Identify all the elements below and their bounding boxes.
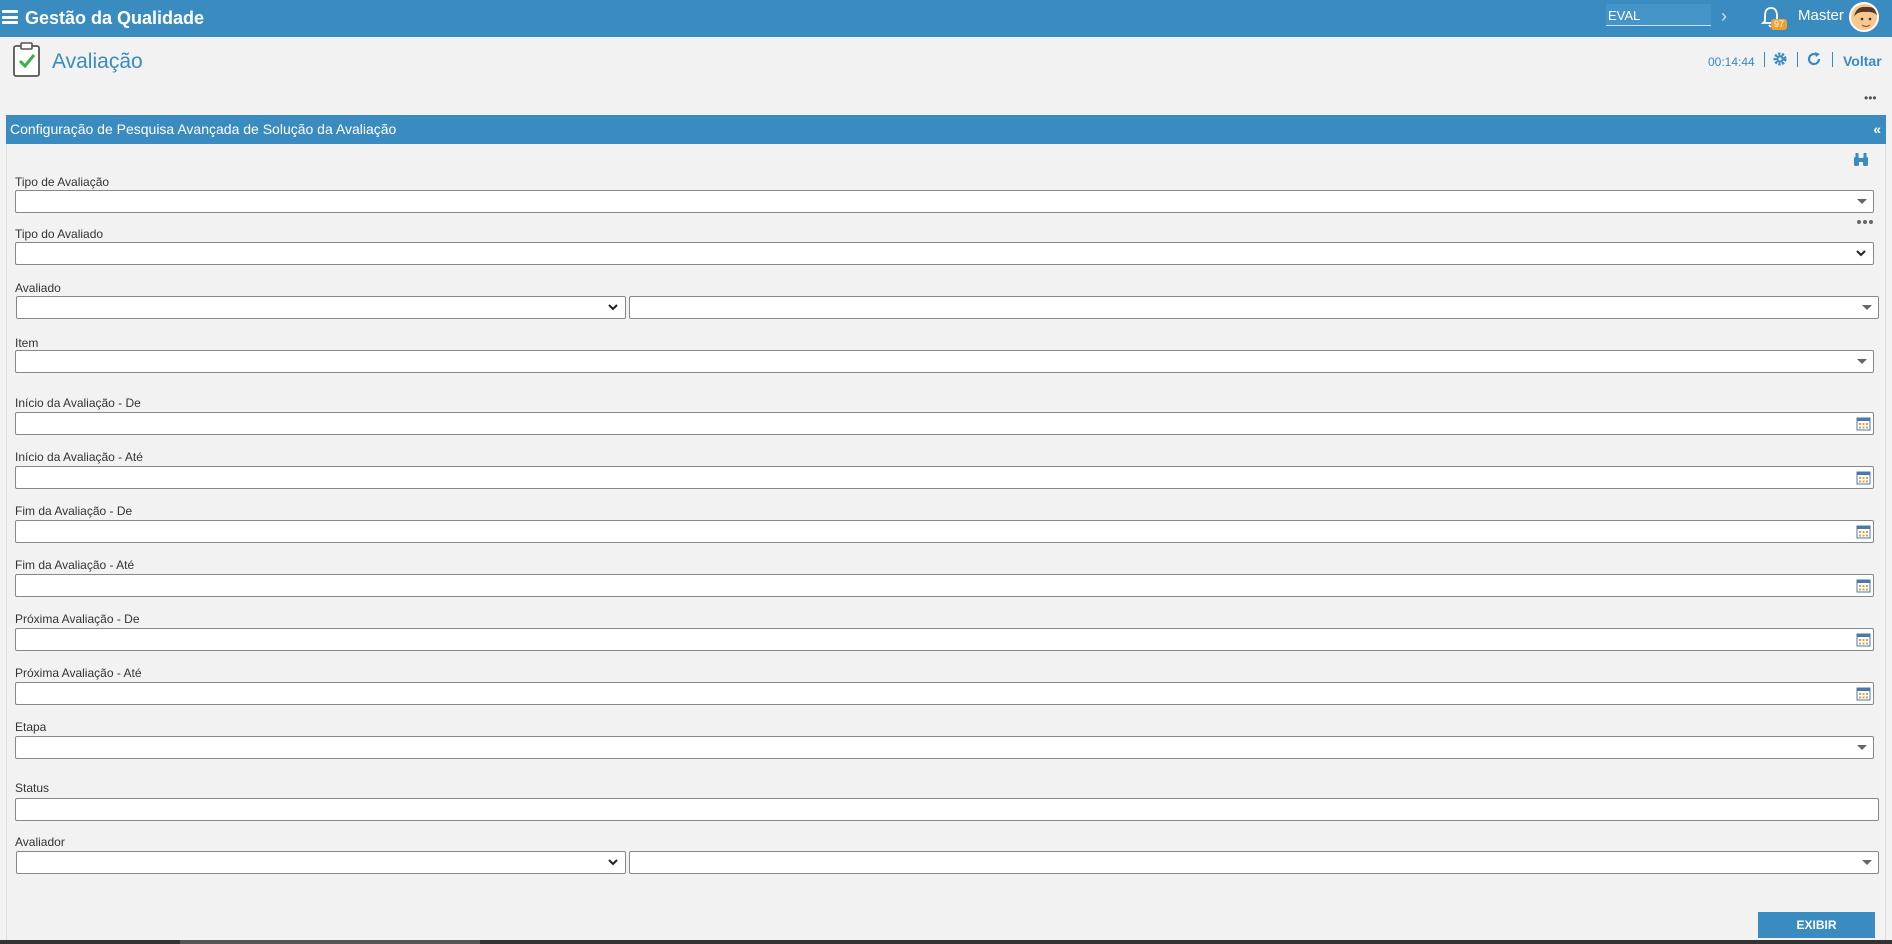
session-timer: 00:14:44: [1708, 55, 1755, 69]
gear-icon[interactable]: [1772, 51, 1788, 67]
label-fim-de: Fim da Avaliação - De: [15, 504, 133, 518]
label-proxima-ate: Próxima Avaliação - Até: [15, 666, 142, 680]
divider: [1797, 52, 1798, 67]
chevron-down-icon: [608, 859, 618, 866]
tipo-avaliacao-select[interactable]: [15, 190, 1874, 213]
calendar-icon[interactable]: [1856, 632, 1871, 647]
label-proxima-de: Próxima Avaliação - De: [15, 612, 140, 626]
top-bar: Gestão da Qualidade EVAL › 97 Master: [0, 0, 1892, 37]
fim-ate-input[interactable]: [15, 574, 1874, 597]
avatar[interactable]: [1849, 2, 1879, 32]
label-item: Item: [15, 336, 39, 350]
calendar-icon[interactable]: [1856, 524, 1871, 539]
clipboard-check-icon: [13, 42, 40, 77]
etapa-select[interactable]: [15, 736, 1874, 759]
inicio-ate-input[interactable]: [15, 466, 1874, 489]
bottom-scrollbar[interactable]: [0, 940, 1892, 944]
panel-title: Configuração de Pesquisa Avançada de Sol…: [10, 121, 397, 137]
exibir-button[interactable]: EXIBIR: [1758, 912, 1875, 938]
hamburger-icon[interactable]: [2, 10, 18, 24]
more-options-icon[interactable]: •••: [1864, 91, 1877, 105]
proxima-de-input[interactable]: [15, 628, 1874, 651]
more-options-icon[interactable]: [1856, 219, 1874, 225]
back-link[interactable]: Voltar: [1843, 53, 1882, 69]
refresh-icon[interactable]: [1806, 51, 1822, 67]
dropdown-arrow-icon: [1857, 359, 1867, 364]
user-name[interactable]: Master: [1798, 7, 1844, 24]
status-input[interactable]: [15, 798, 1879, 821]
tipo-avaliado-select[interactable]: [15, 242, 1874, 265]
label-fim-ate: Fim da Avaliação - Até: [15, 558, 135, 572]
label-tipo-avaliacao: Tipo de Avaliação: [15, 175, 110, 189]
avaliador-select[interactable]: [629, 851, 1879, 874]
panel-header: Configuração de Pesquisa Avançada de Sol…: [6, 115, 1886, 144]
fim-de-input[interactable]: [15, 520, 1874, 543]
avaliado-select[interactable]: [629, 296, 1879, 319]
dropdown-arrow-icon: [1862, 305, 1872, 310]
app-title: Gestão da Qualidade: [25, 8, 205, 28]
dropdown-arrow-icon: [1857, 199, 1867, 204]
chevron-down-icon: [1856, 250, 1866, 257]
calendar-icon[interactable]: [1856, 470, 1871, 485]
inicio-de-input[interactable]: [15, 412, 1874, 435]
chevron-down-icon: [608, 304, 618, 311]
label-inicio-de: Início da Avaliação - De: [15, 396, 141, 410]
calendar-icon[interactable]: [1856, 578, 1871, 593]
avaliador-type-select[interactable]: [16, 851, 626, 874]
chevron-right-icon[interactable]: ›: [1721, 6, 1727, 26]
label-status: Status: [15, 781, 50, 795]
calendar-icon[interactable]: [1856, 686, 1871, 701]
dropdown-arrow-icon: [1857, 745, 1867, 750]
dropdown-arrow-icon: [1862, 860, 1872, 865]
label-etapa: Etapa: [15, 720, 47, 734]
label-tipo-avaliado: Tipo do Avaliado: [15, 227, 104, 241]
collapse-icon[interactable]: «: [1873, 121, 1881, 137]
calendar-icon[interactable]: [1856, 416, 1871, 431]
label-avaliado: Avaliado: [15, 281, 61, 295]
binoculars-icon[interactable]: [1853, 152, 1869, 168]
scrollbar-thumb[interactable]: [180, 940, 480, 944]
divider: [1832, 52, 1833, 67]
label-inicio-ate: Início da Avaliação - Até: [15, 450, 143, 464]
module-input[interactable]: EVAL: [1606, 4, 1711, 26]
proxima-ate-input[interactable]: [15, 682, 1874, 705]
avaliado-type-select[interactable]: [16, 296, 626, 319]
notification-badge: 97: [1771, 19, 1788, 30]
item-select[interactable]: [15, 350, 1874, 373]
divider: [1764, 52, 1765, 67]
page-title: Avaliação: [52, 50, 143, 73]
label-avaliador: Avaliador: [15, 835, 65, 849]
